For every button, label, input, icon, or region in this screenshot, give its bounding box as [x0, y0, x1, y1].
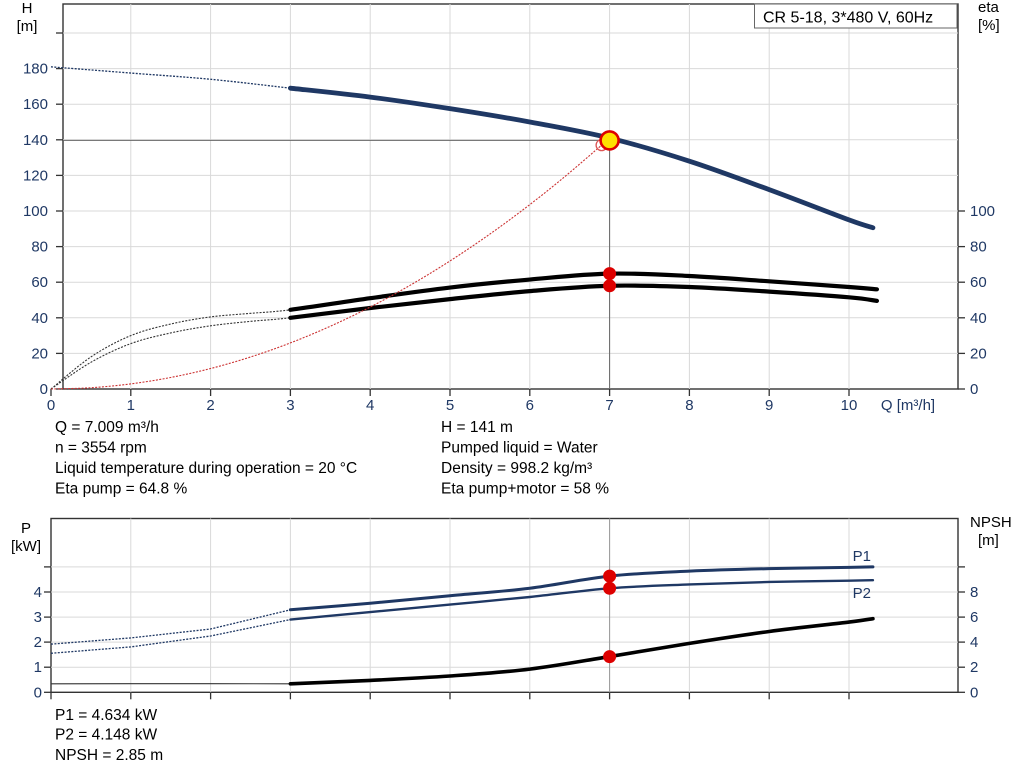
svg-text:100: 100: [23, 203, 48, 220]
svg-text:8: 8: [970, 584, 978, 601]
svg-text:2: 2: [970, 659, 978, 676]
svg-text:Eta pump = 64.8 %: Eta pump = 64.8 %: [55, 481, 187, 498]
svg-text:[m]: [m]: [17, 18, 38, 35]
svg-text:120: 120: [23, 167, 48, 184]
svg-text:[kW]: [kW]: [11, 538, 41, 555]
svg-text:160: 160: [23, 96, 48, 113]
svg-text:0: 0: [970, 684, 978, 701]
svg-text:8: 8: [685, 397, 693, 414]
svg-text:60: 60: [970, 274, 987, 291]
svg-text:40: 40: [31, 310, 48, 327]
svg-text:0: 0: [47, 397, 55, 414]
svg-text:3: 3: [286, 397, 294, 414]
svg-text:Liquid temperature during oper: Liquid temperature during operation = 20…: [55, 460, 357, 477]
svg-text:H = 141 m: H = 141 m: [441, 419, 513, 436]
svg-text:[%]: [%]: [978, 17, 1000, 34]
svg-text:P: P: [21, 520, 31, 537]
svg-text:NPSH: NPSH: [970, 514, 1012, 531]
svg-text:eta: eta: [978, 0, 1000, 16]
svg-text:4: 4: [366, 397, 374, 414]
svg-text:20: 20: [970, 345, 987, 362]
svg-text:H: H: [22, 0, 33, 17]
svg-text:40: 40: [970, 310, 987, 327]
svg-text:180: 180: [23, 61, 48, 78]
svg-text:Eta pump+motor = 58 %: Eta pump+motor = 58 %: [441, 481, 609, 498]
svg-text:2: 2: [206, 397, 214, 414]
svg-text:6: 6: [970, 609, 978, 626]
svg-text:Density = 998.2 kg/m³: Density = 998.2 kg/m³: [441, 460, 592, 477]
svg-text:P1 = 4.634 kW: P1 = 4.634 kW: [55, 707, 157, 724]
svg-text:10: 10: [841, 397, 858, 414]
svg-text:2: 2: [34, 634, 42, 651]
svg-text:NPSH = 2.85 m: NPSH = 2.85 m: [55, 747, 163, 764]
svg-text:60: 60: [31, 274, 48, 291]
svg-text:80: 80: [970, 239, 987, 256]
svg-text:1: 1: [34, 659, 42, 676]
svg-text:Q = 7.009 m³/h: Q = 7.009 m³/h: [55, 419, 159, 436]
svg-text:0: 0: [40, 381, 48, 398]
svg-text:5: 5: [446, 397, 454, 414]
svg-text:9: 9: [765, 397, 773, 414]
svg-text:Q [m³/h]: Q [m³/h]: [881, 397, 935, 414]
svg-text:0: 0: [970, 381, 978, 398]
svg-text:n = 3554 rpm: n = 3554 rpm: [55, 440, 147, 457]
svg-text:80: 80: [31, 239, 48, 256]
svg-text:P2: P2: [853, 585, 871, 602]
svg-text:4: 4: [970, 634, 978, 651]
svg-text:0: 0: [34, 684, 42, 701]
svg-text:4: 4: [34, 584, 42, 601]
svg-text:P1: P1: [853, 548, 871, 565]
svg-text:P2 = 4.148 kW: P2 = 4.148 kW: [55, 727, 157, 744]
svg-text:CR 5-18, 3*480 V, 60Hz: CR 5-18, 3*480 V, 60Hz: [763, 10, 933, 27]
svg-text:20: 20: [31, 345, 48, 362]
svg-text:Pumped liquid = Water: Pumped liquid = Water: [441, 440, 598, 457]
svg-text:7: 7: [605, 397, 613, 414]
svg-text:[m]: [m]: [978, 532, 999, 549]
svg-text:3: 3: [34, 609, 42, 626]
svg-text:100: 100: [970, 203, 995, 220]
svg-text:6: 6: [526, 397, 534, 414]
svg-text:140: 140: [23, 132, 48, 149]
svg-text:1: 1: [127, 397, 135, 414]
